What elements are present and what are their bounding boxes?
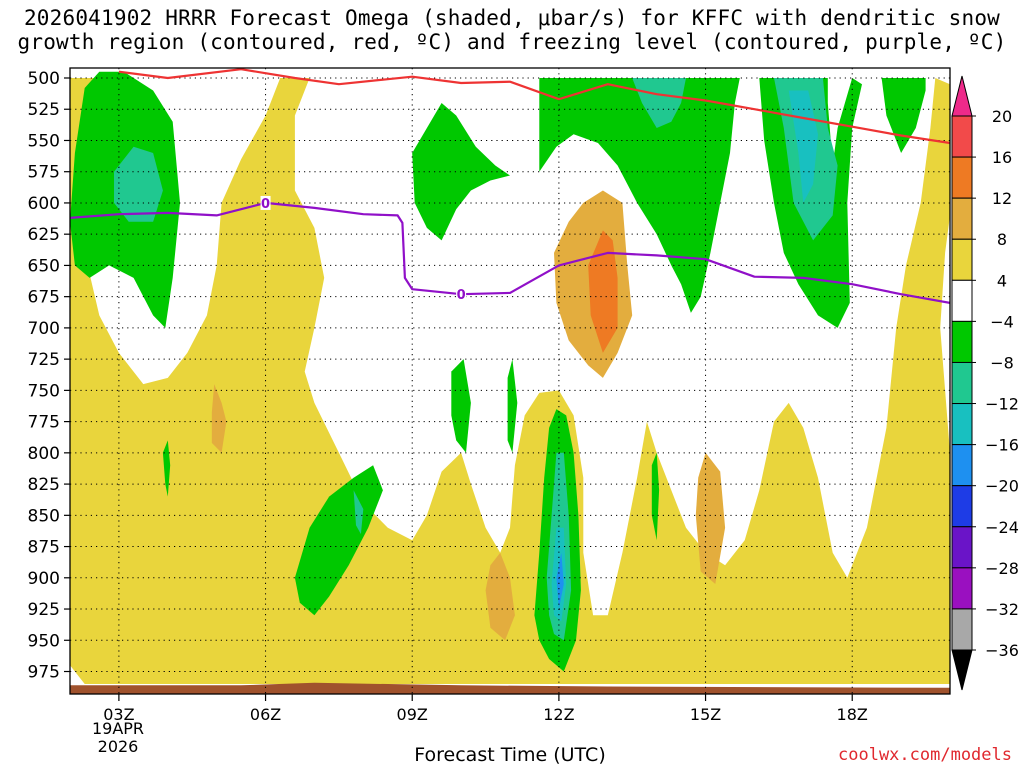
x-tick-label-18Z: 18Z: [837, 705, 868, 724]
x-axis-title: Forecast Time (UTC): [414, 744, 606, 766]
colorbar-label-11: −28: [985, 559, 1019, 578]
y-tick-label-650: 650: [28, 256, 60, 276]
y-axis: 500 525 550 575 600 625 650 675 700 725 750 775 800 8…: [28, 69, 70, 683]
colorbar-band-5: [951, 320, 973, 363]
colorbar-band-10: [951, 526, 973, 569]
y-tick-label-800: 800: [28, 444, 60, 464]
colorbar-top-arrow: [951, 75, 973, 117]
ground-surface: [70, 682, 950, 694]
y-tick-label-500: 500: [28, 69, 60, 89]
colorbar-band-0: [951, 115, 973, 158]
omega-region-8: [114, 146, 163, 222]
colorbar-band-12: [951, 608, 973, 651]
omega-region-25: [556, 552, 564, 609]
grid-lines: [70, 68, 950, 694]
omega-region-20: [162, 440, 171, 497]
colorbar-label-0: 20: [992, 107, 1012, 126]
omega-region-11: [632, 78, 686, 128]
y-tick-label-675: 675: [28, 288, 60, 308]
x-tick-label-03Z: 03Z: [103, 705, 134, 724]
colorbar-label-1: 16: [992, 148, 1012, 167]
date-year-label: 2026: [98, 737, 139, 756]
colorbar-bottom-arrow: [951, 649, 973, 691]
contour-labels: 00: [260, 195, 467, 303]
y-tick-label-725: 725: [28, 350, 60, 370]
y-tick-label-700: 700: [28, 319, 60, 339]
y-tick-label-575: 575: [28, 163, 60, 183]
colorbar-band-9: [951, 485, 973, 528]
y-tick-label-600: 600: [28, 194, 60, 214]
colorbar-band-8: [951, 444, 973, 487]
colorbar-label-12: −32: [985, 600, 1019, 619]
omega-region-19: [507, 359, 518, 453]
colorbar-label-4: 4: [997, 271, 1007, 290]
omega-region-4: [695, 452, 726, 584]
omega-region-13: [881, 78, 926, 153]
omega-region-16: [294, 465, 383, 616]
omega-region-17: [353, 490, 364, 535]
colorbar-band-2: [951, 197, 973, 240]
dendritic-growth-contour: [118, 68, 950, 145]
y-tick-label-825: 825: [28, 475, 60, 495]
x-tick-label-15Z: 15Z: [690, 705, 721, 724]
y-tick-label-900: 900: [28, 569, 60, 589]
x-tick-label-09Z: 09Z: [397, 705, 428, 724]
freezing-label-bg-0: [260, 195, 271, 210]
colorbar-label-10: −24: [985, 518, 1019, 537]
freezing-level-label-1: 0: [457, 288, 466, 303]
omega-region-6: [211, 384, 227, 453]
colorbar-label-7: −12: [985, 395, 1019, 414]
colorbar: 20 16 12 8 4 −4 −8 −12 −16 −20 −24 −28 −32 −36: [951, 75, 1019, 691]
colorbar-label-13: −36: [985, 641, 1019, 660]
terrain-ground: [70, 682, 950, 694]
y-tick-label-850: 850: [28, 506, 60, 526]
freezing-level-label-0: 0: [261, 197, 270, 212]
colorbar-label-3: 8: [997, 230, 1007, 249]
colorbar-band-1: [951, 156, 973, 199]
y-tick-label-525: 525: [28, 100, 60, 120]
title-line-2: growth region (contoured, red, ºC) and f…: [17, 30, 1007, 54]
colorbar-band-4: [951, 279, 973, 322]
y-tick-label-950: 950: [28, 631, 60, 651]
y-tick-label-775: 775: [28, 413, 60, 433]
colorbar-label-5: −4: [990, 312, 1014, 331]
x-tick-label-12Z: 12Z: [543, 705, 574, 724]
y-tick-label-925: 925: [28, 600, 60, 620]
colorbar-band-11: [951, 567, 973, 610]
omega-region-10: [539, 78, 740, 313]
colorbar-band-6: [951, 361, 973, 405]
omega-region-18: [451, 359, 471, 453]
chart-title: 2026041902 HRRR Forecast Omega (shaded, …: [0, 6, 1024, 54]
colorbar-band-3: [951, 238, 973, 281]
date-day-label: 19APR: [92, 719, 144, 738]
freezing-label-bg-1: [456, 287, 467, 302]
colorbar-label-6: −8: [990, 353, 1014, 372]
y-tick-label-625: 625: [28, 225, 60, 245]
omega-region-0: [70, 78, 950, 684]
credit-link[interactable]: coolwx.com/models: [838, 745, 1012, 765]
omega-region-5: [485, 552, 515, 641]
colorbar-label-8: −16: [985, 436, 1019, 455]
y-tick-label-550: 550: [28, 131, 60, 151]
colorbar-band-7: [951, 403, 973, 446]
omega-region-3: [588, 230, 618, 353]
omega-region-21: [651, 452, 660, 541]
x-tick-label-06Z: 06Z: [250, 705, 281, 724]
title-line-1: 2026041902 HRRR Forecast Omega (shaded, …: [23, 6, 1001, 30]
y-tick-label-975: 975: [28, 663, 60, 683]
x-axis: 03Z 06Z 09Z 12Z 15Z 18Z: [103, 694, 868, 724]
colorbar-label-9: −20: [985, 477, 1019, 496]
y-tick-label-875: 875: [28, 538, 60, 558]
omega-shading: [70, 71, 950, 684]
colorbar-label-2: 12: [992, 189, 1012, 208]
y-tick-label-750: 750: [28, 381, 60, 401]
plot-frame: [69, 67, 951, 695]
